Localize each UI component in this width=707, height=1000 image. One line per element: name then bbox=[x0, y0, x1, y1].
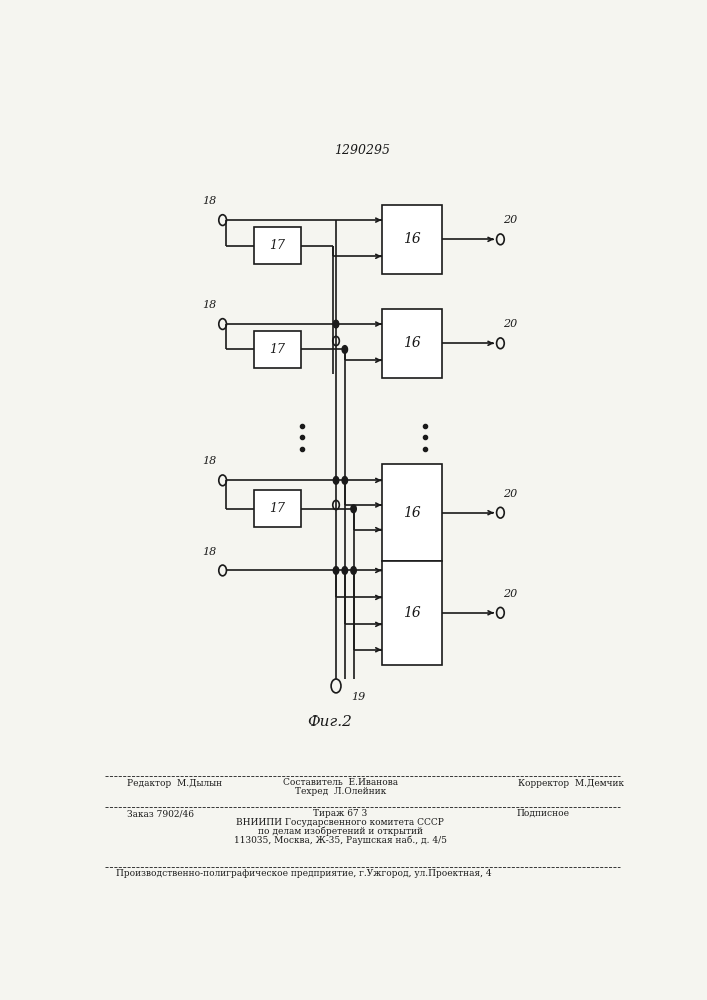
Bar bbox=[382, 309, 442, 378]
Text: 18: 18 bbox=[201, 196, 216, 206]
Text: 16: 16 bbox=[403, 336, 421, 350]
Text: 19: 19 bbox=[351, 692, 366, 702]
Bar bbox=[254, 227, 300, 264]
Text: 17: 17 bbox=[269, 343, 286, 356]
Text: 20: 20 bbox=[503, 215, 518, 225]
Circle shape bbox=[351, 567, 356, 574]
Text: Фиг.2: Фиг.2 bbox=[307, 715, 352, 729]
Text: ВНИИПИ Государсвенного комитета СССР: ВНИИПИ Государсвенного комитета СССР bbox=[236, 818, 445, 827]
Text: 20: 20 bbox=[503, 489, 518, 499]
Circle shape bbox=[342, 346, 348, 353]
Bar bbox=[254, 331, 300, 368]
Bar bbox=[382, 561, 442, 665]
Text: Редактор  М.Дылын: Редактор М.Дылын bbox=[127, 779, 222, 788]
Bar bbox=[382, 205, 442, 274]
Text: Корректор  М.Демчик: Корректор М.Демчик bbox=[518, 779, 624, 788]
Text: Тираж 67 3: Тираж 67 3 bbox=[313, 809, 368, 818]
Text: 18: 18 bbox=[201, 547, 216, 557]
Text: Составитель  Е.Иванова: Составитель Е.Иванова bbox=[283, 778, 398, 787]
Bar bbox=[254, 490, 300, 527]
Text: 20: 20 bbox=[503, 319, 518, 329]
Text: 16: 16 bbox=[403, 506, 421, 520]
Circle shape bbox=[333, 477, 339, 484]
Circle shape bbox=[333, 567, 339, 574]
Text: 17: 17 bbox=[269, 502, 286, 515]
Text: Производственно-полиграфическое предприятие, г.Ужгород, ул.Проектная, 4: Производственно-полиграфическое предприя… bbox=[116, 869, 491, 878]
Text: 18: 18 bbox=[201, 300, 216, 310]
Text: Техред  Л.Олейник: Техред Л.Олейник bbox=[295, 787, 386, 796]
Bar bbox=[382, 464, 442, 561]
Text: по делам изобретений и открытий: по делам изобретений и открытий bbox=[258, 827, 423, 836]
Text: 113035, Москва, Ж-35, Раушская наб., д. 4/5: 113035, Москва, Ж-35, Раушская наб., д. … bbox=[234, 835, 447, 845]
Text: 20: 20 bbox=[503, 589, 518, 599]
Text: 16: 16 bbox=[403, 232, 421, 246]
Text: Заказ 7902/46: Заказ 7902/46 bbox=[127, 809, 194, 818]
Circle shape bbox=[342, 477, 348, 484]
Text: 17: 17 bbox=[269, 239, 286, 252]
Circle shape bbox=[342, 567, 348, 574]
Circle shape bbox=[333, 320, 339, 328]
Text: Подписное: Подписное bbox=[517, 809, 570, 818]
Text: 18: 18 bbox=[201, 456, 216, 466]
Text: 16: 16 bbox=[403, 606, 421, 620]
Circle shape bbox=[351, 505, 356, 513]
Text: 1290295: 1290295 bbox=[334, 144, 390, 157]
